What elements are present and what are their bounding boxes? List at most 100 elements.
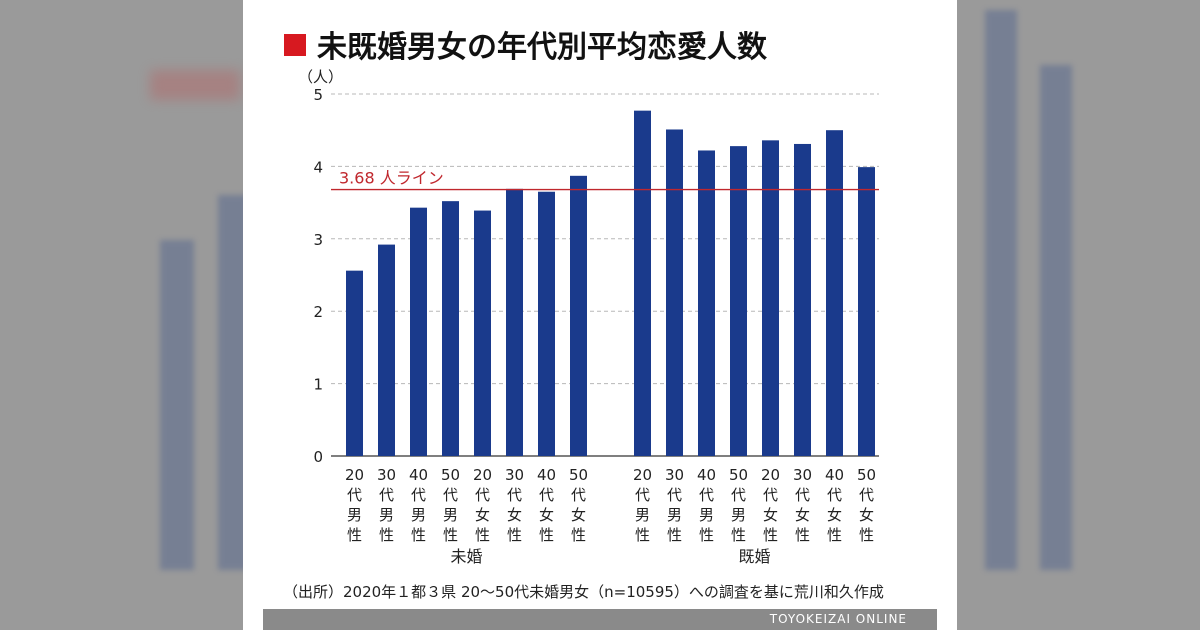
y-tick-label: 3 — [313, 231, 323, 249]
x-tick-label: 代 — [379, 486, 394, 504]
bar — [698, 150, 715, 457]
x-tick-label: 代 — [635, 486, 650, 504]
x-tick-label: 30 — [505, 466, 524, 484]
x-tick-label: 代 — [539, 486, 554, 504]
bar — [410, 207, 427, 456]
x-tick-label: 性 — [443, 526, 458, 544]
x-tick-label: 性 — [475, 526, 490, 544]
bar — [570, 175, 587, 456]
group-label: 未婚 — [450, 547, 482, 566]
x-tick-label: 代 — [699, 486, 714, 504]
bar — [506, 188, 523, 456]
bar — [762, 140, 779, 456]
x-tick-label: 20 — [345, 466, 364, 484]
y-tick-label: 4 — [313, 158, 323, 176]
x-tick-label: 性 — [411, 526, 426, 544]
bar — [474, 210, 491, 456]
x-tick-label: 性 — [635, 526, 650, 544]
x-tick-label: 男 — [699, 506, 714, 524]
bar — [378, 244, 395, 456]
y-tick-label: 5 — [313, 86, 323, 104]
bar — [794, 143, 811, 456]
x-tick-label: 性 — [731, 526, 746, 544]
x-tick-label: 代 — [795, 486, 810, 504]
x-tick-label: 代 — [507, 486, 522, 504]
x-tick-label: 50 — [857, 466, 876, 484]
x-tick-label: 男 — [379, 506, 394, 524]
x-tick-label: 30 — [665, 466, 684, 484]
x-tick-label: 代 — [827, 486, 842, 504]
x-tick-label: 50 — [441, 466, 460, 484]
y-tick-label: 1 — [313, 376, 323, 394]
reference-line-label: 3.68 人ライン — [339, 169, 444, 188]
title-marker — [284, 34, 306, 56]
x-tick-label: 女 — [795, 506, 810, 524]
x-tick-label: 女 — [539, 506, 554, 524]
group-label: 既婚 — [738, 547, 770, 566]
x-tick-label: 20 — [761, 466, 780, 484]
x-tick-label: 性 — [699, 526, 714, 544]
background-ghost-bar — [1040, 65, 1072, 570]
x-tick-label: 男 — [667, 506, 682, 524]
x-tick-label: 40 — [537, 466, 556, 484]
x-tick-label: 男 — [635, 506, 650, 524]
x-tick-label: 代 — [859, 486, 874, 504]
y-tick-label: 2 — [313, 303, 323, 321]
footer-bar: TOYOKEIZAI ONLINE — [263, 609, 937, 630]
x-tick-label: 性 — [507, 526, 522, 544]
x-tick-label: 性 — [379, 526, 394, 544]
x-tick-label: 代 — [475, 486, 490, 504]
x-tick-label: 20 — [633, 466, 652, 484]
x-tick-label: 男 — [731, 506, 746, 524]
x-tick-label: 性 — [539, 526, 554, 544]
x-tick-label: 性 — [795, 526, 810, 544]
footer-brand: TOYOKEIZAI ONLINE — [769, 612, 907, 626]
bar — [826, 130, 843, 456]
bar — [346, 270, 363, 456]
x-tick-label: 男 — [411, 506, 426, 524]
x-tick-label: 性 — [347, 526, 362, 544]
bar — [730, 146, 747, 457]
x-tick-label: 女 — [859, 506, 874, 524]
x-tick-label: 代 — [731, 486, 746, 504]
x-tick-label: 30 — [377, 466, 396, 484]
x-tick-label: 20 — [473, 466, 492, 484]
x-tick-label: 性 — [859, 526, 874, 544]
bar — [858, 167, 875, 456]
x-tick-label: 50 — [569, 466, 588, 484]
background-ghost-bar — [985, 10, 1017, 570]
x-tick-label: 代 — [571, 486, 586, 504]
x-tick-label: 性 — [763, 526, 778, 544]
x-tick-label: 女 — [827, 506, 842, 524]
x-tick-label: 30 — [793, 466, 812, 484]
y-axis-unit-label: （人） — [298, 68, 344, 86]
x-tick-label: 代 — [347, 486, 362, 504]
x-tick-label: 代 — [667, 486, 682, 504]
bar — [666, 129, 683, 456]
x-tick-label: 性 — [571, 526, 586, 544]
bar — [538, 191, 555, 457]
bar-chart: 0 1 2 3 4 5 20 代男性 30 代男性 40 代男性 50 代男性 20 代女性 30 代女性 40 代女… — [313, 86, 879, 566]
source-note: （出所）2020年１都３県 20〜50代未婚男女（n=10595）への調査を基に… — [283, 583, 884, 601]
bar — [442, 201, 459, 456]
x-tick-label: 代 — [443, 486, 458, 504]
bar — [634, 110, 651, 456]
x-tick-label: 女 — [763, 506, 778, 524]
x-tick-label: 性 — [827, 526, 842, 544]
x-tick-label: 女 — [571, 506, 586, 524]
background-ghost-label — [150, 70, 240, 100]
background-ghost-bar — [160, 240, 194, 570]
chart-title: 未既婚男女の年代別平均恋愛人数 — [317, 30, 767, 65]
chart-card: 未既婚男女の年代別平均恋愛人数 （人） 0 1 2 3 4 5 20 代男性 30 代男性 40 代男… — [243, 0, 957, 630]
x-tick-label: 代 — [411, 486, 426, 504]
x-tick-label: 40 — [825, 466, 844, 484]
y-tick-label: 0 — [313, 448, 323, 466]
x-tick-label: 女 — [475, 506, 490, 524]
x-tick-label: 40 — [697, 466, 716, 484]
x-tick-label: 男 — [347, 506, 362, 524]
x-tick-label: 代 — [763, 486, 778, 504]
x-tick-label: 50 — [729, 466, 748, 484]
x-tick-label: 性 — [667, 526, 682, 544]
x-tick-label: 40 — [409, 466, 428, 484]
x-tick-label: 男 — [443, 506, 458, 524]
